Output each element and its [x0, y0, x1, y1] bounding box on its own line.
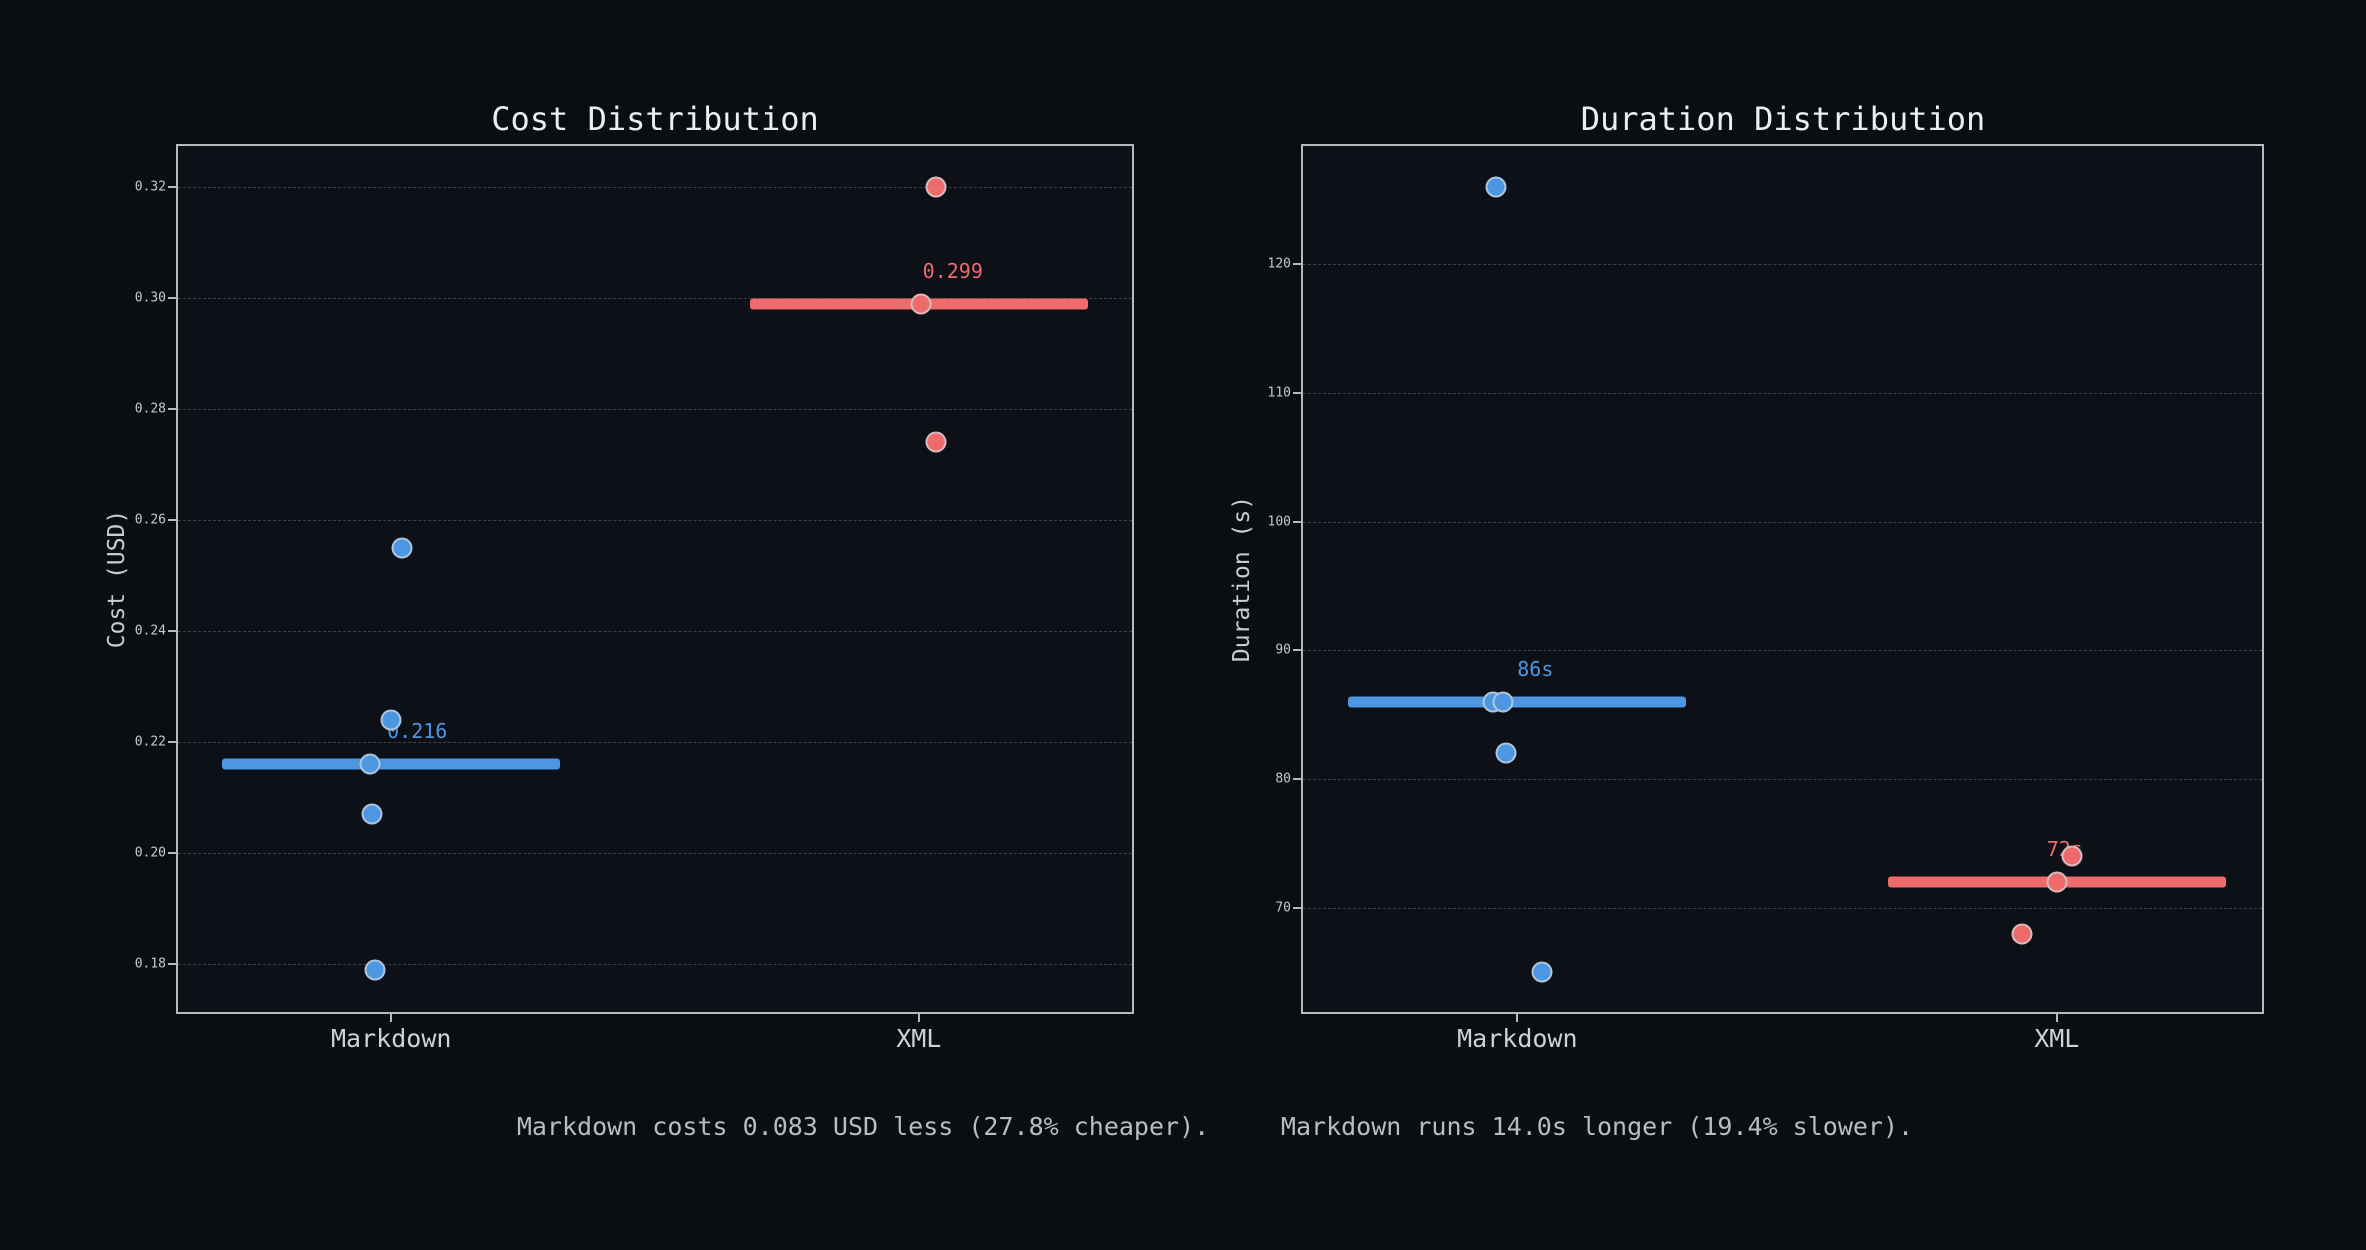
gridline [1303, 264, 2262, 266]
data-point-markdown [1495, 742, 1517, 764]
gridline [1303, 907, 2262, 909]
x-tick-label-markdown: Markdown [331, 1024, 452, 1053]
median-value-label-xml: 0.299 [922, 258, 983, 283]
gridline [1303, 393, 2262, 395]
gridline [178, 520, 1132, 522]
y-tick-mark [1293, 392, 1301, 395]
y-tick-label: 0.20 [134, 845, 166, 861]
y-tick-mark [168, 519, 176, 522]
data-point-xml [910, 293, 932, 315]
y-tick-mark [1293, 263, 1301, 266]
data-point-markdown [364, 959, 386, 981]
median-value-label-markdown: 86s [1517, 656, 1554, 681]
y-tick-mark [1293, 906, 1301, 909]
y-tick-label: 110 [1267, 385, 1291, 401]
data-point-markdown [1485, 176, 1507, 198]
y-tick-label: 0.28 [134, 401, 166, 417]
median-line-markdown [222, 758, 561, 770]
gridline [178, 631, 1132, 633]
x-tick-mark [917, 1014, 920, 1022]
x-tick-label-markdown: Markdown [1457, 1024, 1578, 1053]
y-tick-mark [168, 963, 176, 966]
cost-chart-title: Cost Distribution [491, 100, 819, 138]
y-tick-mark [168, 297, 176, 300]
data-point-xml [2011, 923, 2033, 944]
y-tick-label: 120 [1267, 256, 1291, 272]
gridline [178, 742, 1132, 744]
gridline [178, 964, 1132, 966]
x-tick-label-xml: XML [2034, 1024, 2080, 1053]
data-point-xml [2061, 845, 2083, 867]
y-tick-mark [168, 408, 176, 411]
x-tick-mark [1516, 1014, 1519, 1022]
y-tick-label: 0.22 [134, 734, 166, 750]
y-tick-label: 70 [1275, 900, 1291, 916]
cost-y-axis-label: Cost (USD) [104, 509, 130, 649]
gridline [1303, 521, 2262, 523]
y-tick-label: 0.32 [134, 179, 166, 195]
duration-y-axis-label: Duration (s) [1229, 495, 1255, 663]
y-tick-mark [168, 630, 176, 633]
gridline [1303, 650, 2262, 652]
data-point-markdown [380, 709, 402, 731]
y-tick-mark [168, 852, 176, 855]
duration-plot-area: 708090100110120MarkdownXML86s72s [1268, 144, 2264, 1053]
data-point-xml [2046, 871, 2068, 893]
y-tick-label: 0.30 [134, 290, 166, 306]
y-tick-label: 90 [1275, 642, 1291, 658]
data-point-markdown [359, 753, 381, 775]
gridline [178, 298, 1132, 300]
data-point-markdown [361, 803, 383, 825]
y-tick-label: 100 [1267, 514, 1291, 530]
median-line-markdown [1348, 696, 1687, 708]
duration-chart-title: Duration Distribution [1580, 100, 1986, 138]
y-tick-mark [168, 741, 176, 744]
y-tick-mark [168, 186, 176, 189]
gridline [178, 853, 1132, 855]
y-tick-label: 80 [1275, 771, 1291, 787]
data-point-markdown [1531, 961, 1553, 983]
gridline [178, 187, 1132, 189]
x-tick-label-xml: XML [896, 1024, 942, 1053]
x-tick-mark [2055, 1014, 2058, 1022]
y-tick-mark [1293, 649, 1301, 652]
y-tick-label: 0.18 [134, 956, 166, 972]
cost-plot-area: 0.18 0.20 0.22 0.24 0.26 0.28 0.30 0.32 Markdown… [135, 144, 1134, 1053]
y-tick-label: 0.24 [134, 623, 166, 639]
y-tick-mark [1293, 520, 1301, 523]
y-tick-label: 0.26 [134, 512, 166, 528]
gridline [178, 409, 1132, 411]
data-point-xml [925, 431, 947, 453]
cost-summary-caption: Markdown costs 0.083 USD less (27.8% che… [516, 1112, 1210, 1141]
data-point-markdown [391, 537, 413, 559]
data-point-markdown [1492, 691, 1514, 713]
duration-summary-caption: Markdown runs 14.0s longer (19.4% slower… [1280, 1112, 1914, 1141]
y-tick-mark [1293, 778, 1301, 781]
x-tick-mark [390, 1014, 393, 1022]
gridline [1303, 779, 2262, 781]
data-point-xml [925, 176, 947, 198]
